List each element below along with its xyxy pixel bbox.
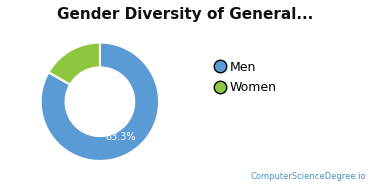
Legend: Men, Women: Men, Women	[213, 57, 280, 98]
Wedge shape	[48, 43, 100, 85]
Text: 83.3%: 83.3%	[105, 132, 136, 142]
Text: ComputerScienceDegree.io: ComputerScienceDegree.io	[250, 172, 366, 181]
Wedge shape	[41, 43, 159, 161]
Text: Gender Diversity of General...: Gender Diversity of General...	[57, 7, 313, 22]
